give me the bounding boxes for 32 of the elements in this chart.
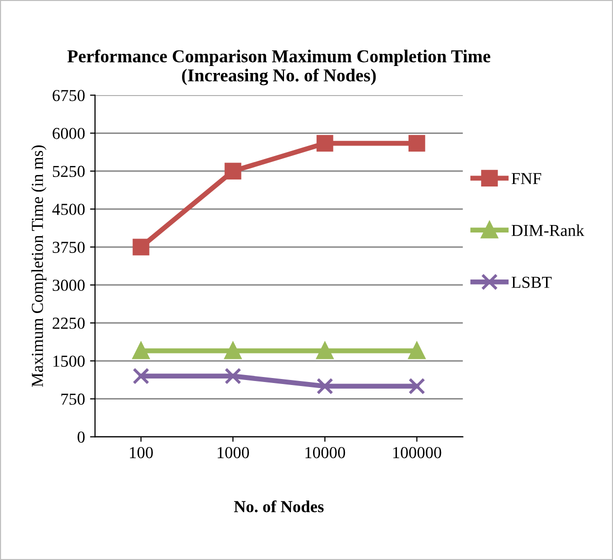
point xyxy=(224,162,242,180)
x-axis-title: No. of Nodes xyxy=(234,500,324,512)
point xyxy=(224,368,242,384)
point xyxy=(316,378,334,395)
y-tick-label: 0 xyxy=(78,432,85,443)
x-tick-label: 10000 xyxy=(306,447,346,458)
y-tick-label: 5250 xyxy=(52,166,85,178)
point xyxy=(132,238,150,256)
point xyxy=(408,342,426,360)
point xyxy=(132,342,150,360)
y-tick-label: 6000 xyxy=(52,128,85,140)
point xyxy=(132,368,150,384)
point xyxy=(316,134,334,152)
point xyxy=(408,134,426,152)
legend-label: FNF xyxy=(512,173,542,184)
point xyxy=(316,342,334,360)
x-tick-label: 100 xyxy=(130,447,153,458)
legend-label: DIM-Rank xyxy=(512,224,584,236)
x-tick-label: 1000 xyxy=(218,447,249,458)
legend-label: LSBT xyxy=(512,276,552,288)
y-tick-label: 750 xyxy=(61,394,85,405)
point xyxy=(224,342,242,360)
y-tick-label: 2250 xyxy=(52,318,85,329)
y-axis-title: Maximum Completion Time (in ms) xyxy=(31,145,46,387)
y-tick-label: 1500 xyxy=(53,356,85,367)
y-tick-label: 6750 xyxy=(52,90,85,102)
chart-title: Performance Comparison Maximum Completion Time (Increasing No. of Nodes) xyxy=(67,50,490,86)
point xyxy=(408,378,426,395)
y-tick-label: 3750 xyxy=(52,242,85,253)
y-tick-label: 3000 xyxy=(52,280,85,291)
x-tick-label: 100000 xyxy=(393,447,442,458)
y-tick-label: 4500 xyxy=(52,204,85,216)
